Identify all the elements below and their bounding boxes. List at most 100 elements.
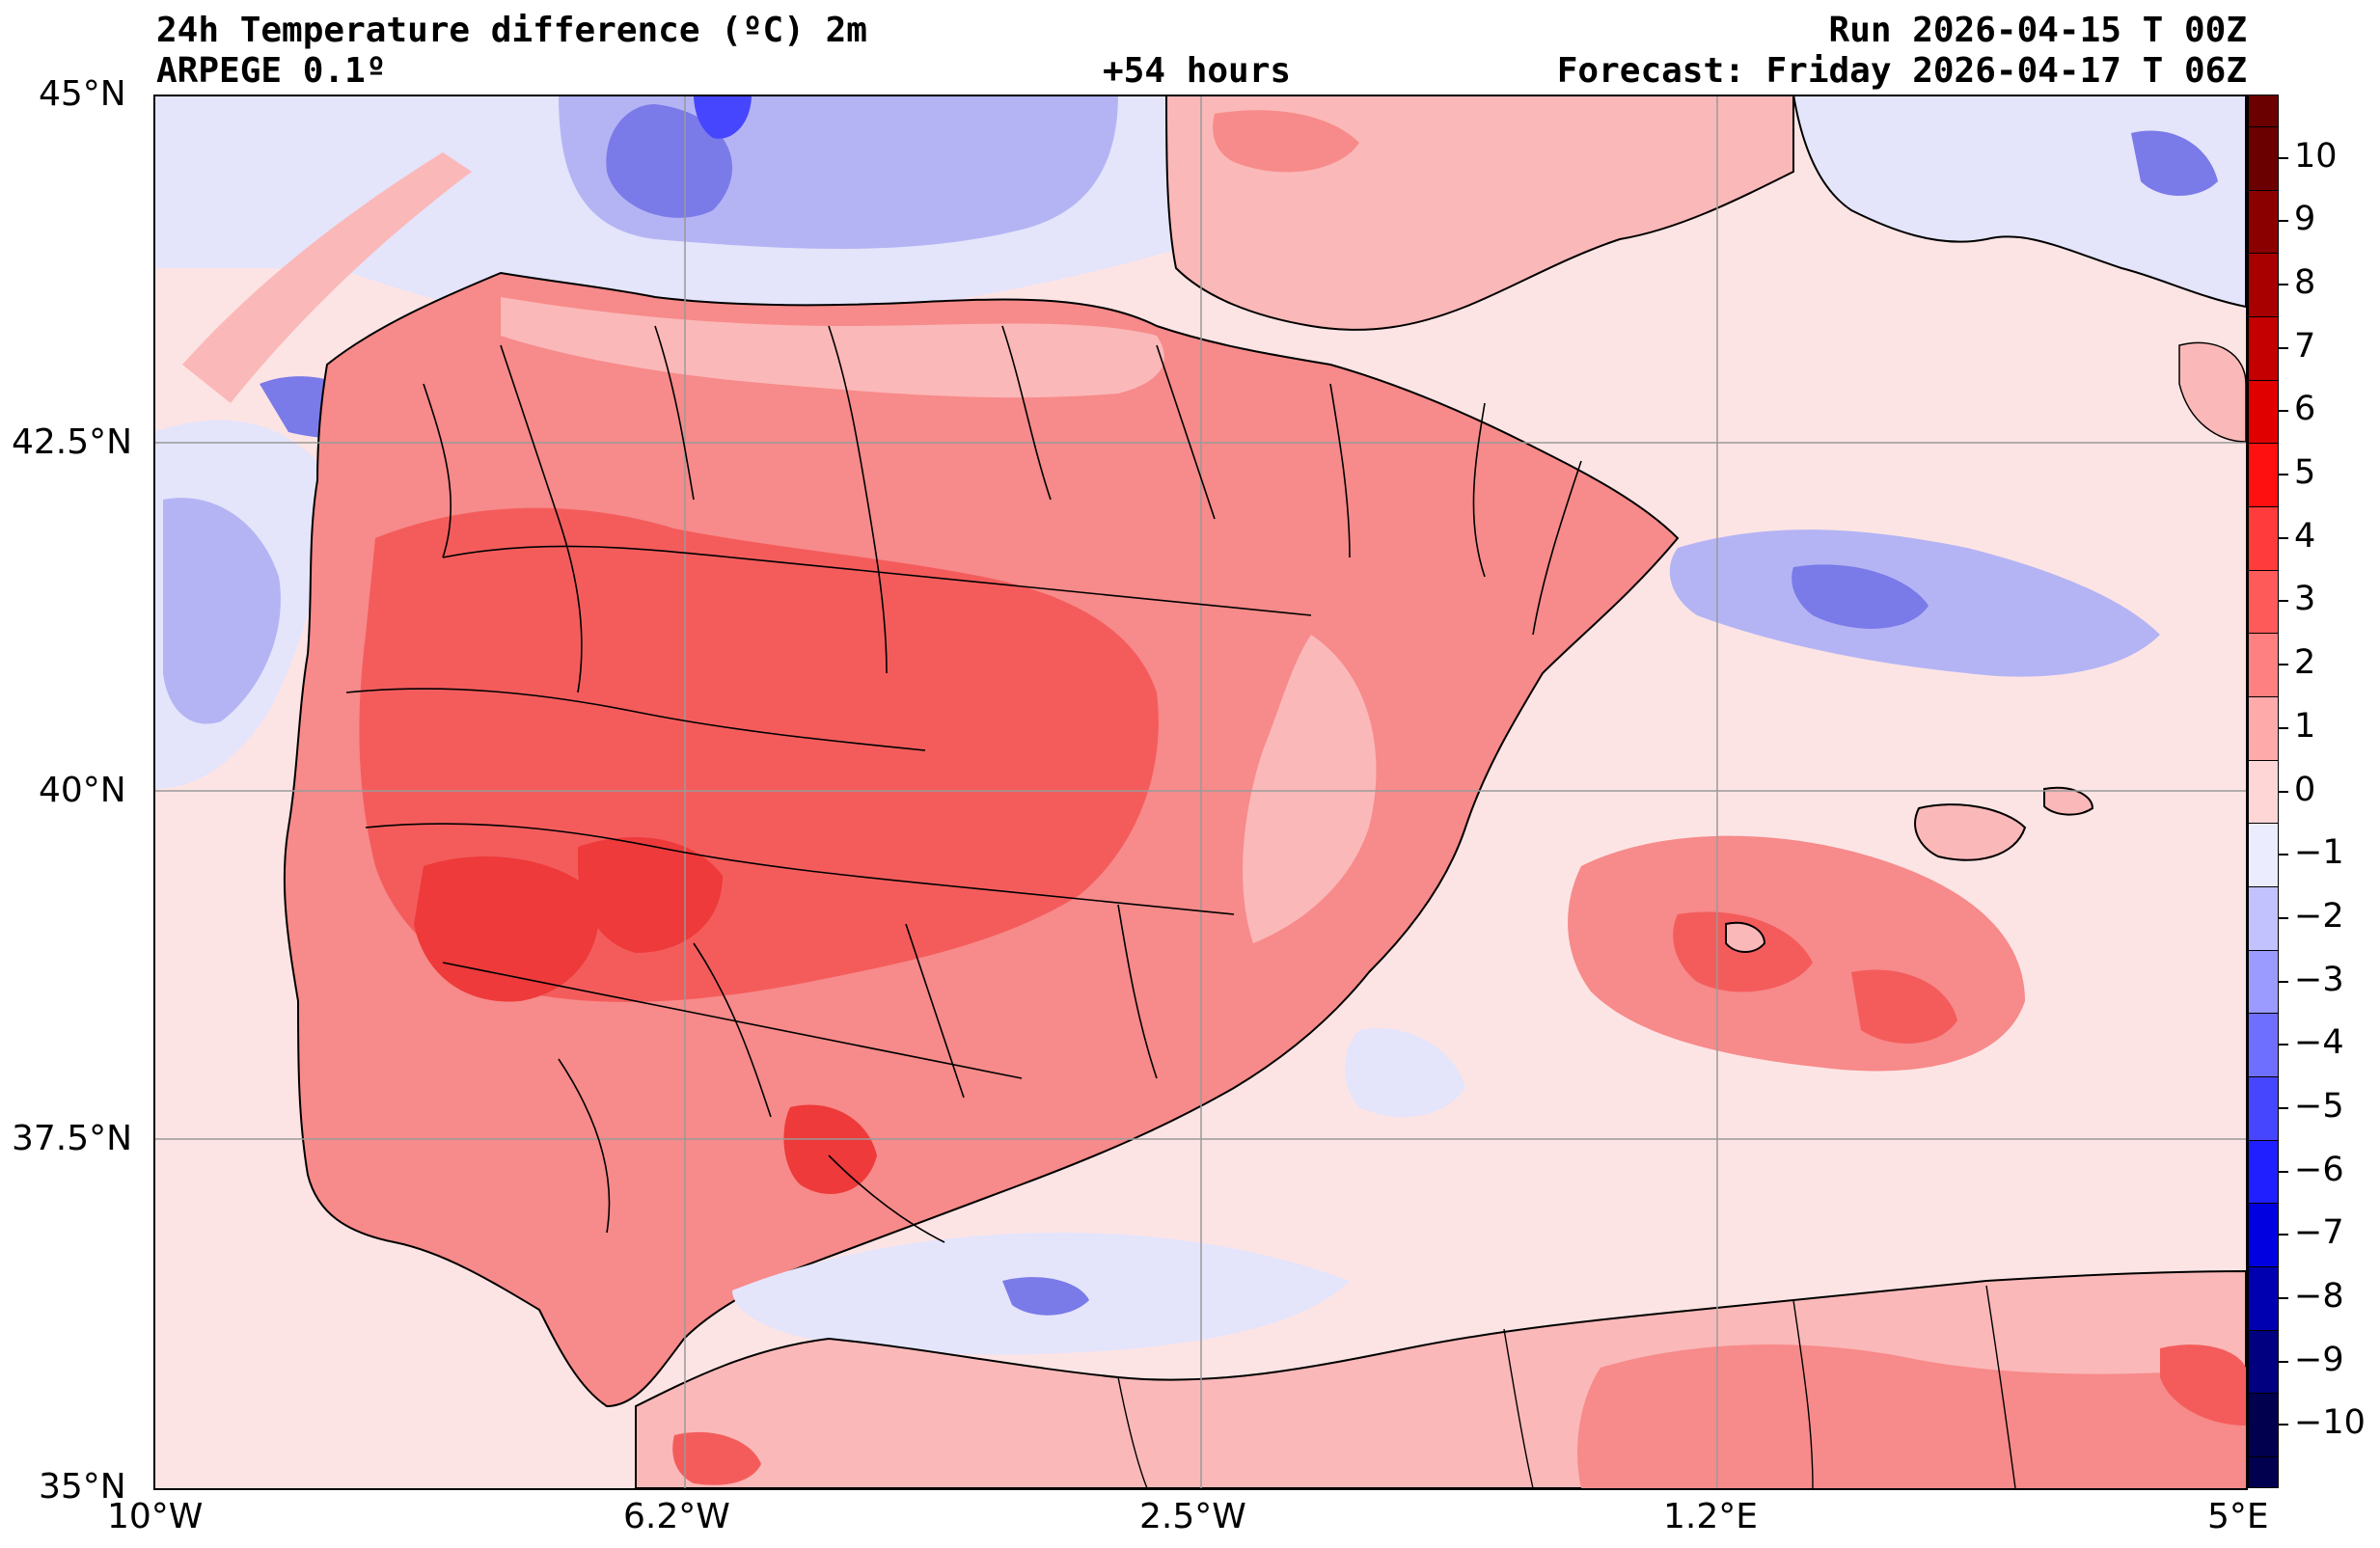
colorbar-tick [2279, 474, 2288, 476]
menorca [2043, 786, 2094, 816]
colorbar-label: 10 [2294, 136, 2338, 176]
colorbar-tick [2279, 854, 2288, 856]
africa-boundaries [1117, 1285, 2016, 1488]
colorbar-tick [2279, 1234, 2288, 1236]
colorbar-segment [2249, 190, 2278, 255]
colorbar-tick [2279, 1044, 2288, 1046]
lat-label-40: 40°N [39, 771, 126, 810]
colorbar-label: 9 [2294, 200, 2316, 239]
colorbar-tick [2279, 664, 2288, 666]
colorbar-tick [2279, 1170, 2288, 1173]
galicia-offshore-cool [163, 498, 281, 724]
colorbar-segment [2249, 126, 2278, 191]
colorbar-label: −1 [2294, 833, 2344, 873]
atlantic-warm-streak [182, 152, 472, 403]
colorbar-segment [2249, 950, 2278, 1015]
province-boundaries [345, 325, 1582, 1243]
southeast-cool-patch [1345, 1028, 1465, 1118]
france-warm-area [1213, 110, 1359, 173]
colorbar-label: 0 [2294, 770, 2316, 809]
northern-coast-mild [501, 297, 1164, 398]
map-canvas [153, 95, 2246, 1488]
colorbar-segment [2249, 1014, 2278, 1077]
colorbar-segment [2249, 254, 2278, 317]
mediterranean-warm-core-2 [1851, 969, 1957, 1044]
colorbar-label: 8 [2294, 263, 2316, 303]
alboran-cold-spot [1002, 1277, 1089, 1316]
lon-label-10w: 10°W [107, 1497, 204, 1536]
colorbar-label: −9 [2294, 1340, 2344, 1379]
lat-label-35: 35°N [39, 1467, 126, 1507]
mallorca [1914, 803, 2027, 861]
lon-label-6-2w: 6.2°W [623, 1497, 730, 1536]
ibiza [1725, 921, 1766, 953]
colorbar-tick [2279, 980, 2288, 983]
morocco-hot-spot [672, 1431, 761, 1485]
colorbar-tick [2279, 1424, 2288, 1426]
colorbar-tick [2279, 156, 2288, 159]
colorbar-tick [2279, 790, 2288, 793]
lon-label-2-5w: 2.5°W [1139, 1497, 1246, 1536]
colorbar-tick [2279, 726, 2288, 729]
colorbar-label: 7 [2294, 326, 2316, 366]
lon-label-5e: 5°E [2207, 1497, 2269, 1536]
colorbar-tick [2279, 1360, 2288, 1363]
colorbar-tick [2279, 1296, 2288, 1299]
colorbar-segment [2249, 1394, 2278, 1457]
colorbar-label: −3 [2294, 960, 2344, 999]
colorbar-segment-top [2249, 95, 2278, 127]
colorbar-label: 1 [2294, 706, 2316, 746]
map-title: 24h Temperature difference (ºC) 2m [156, 11, 867, 50]
colorbar-label: 6 [2294, 390, 2316, 429]
colorbar-label: 3 [2294, 580, 2316, 619]
colorbar-segment [2249, 380, 2278, 445]
graticule [153, 95, 2246, 1488]
colorbar-segment [2249, 506, 2278, 571]
forecast-label: Forecast: Friday 2026-04-17 T 06Z [1556, 51, 2247, 91]
colorbar-tick [2279, 536, 2288, 539]
north-africa-warm [1577, 1344, 2246, 1488]
colorbar-label: 4 [2294, 516, 2316, 556]
colorbar-tick [2279, 916, 2288, 919]
colorbar-segment [2249, 1076, 2278, 1141]
colorbar [2248, 95, 2279, 1488]
colorbar-segment [2249, 886, 2278, 951]
lead-time-label: +54 hours [1103, 51, 1292, 91]
colorbar-tick [2279, 220, 2288, 223]
colorbar-tick [2279, 346, 2288, 349]
colorbar-label: −5 [2294, 1086, 2344, 1126]
central-hot-spot [578, 837, 723, 953]
colorbar-tick [2279, 600, 2288, 603]
colorbar-segment [2249, 824, 2278, 887]
colorbar-segment [2249, 570, 2278, 635]
andalusia-hot-spot [783, 1104, 877, 1194]
temperature-difference-map [153, 95, 2246, 1488]
lat-label-42-5: 42.5°N [12, 422, 133, 462]
biscay-deep-cool [606, 104, 732, 218]
colorbar-segment [2249, 696, 2278, 761]
colorbar-label: −10 [2294, 1403, 2366, 1443]
east-coast-mild [1243, 635, 1377, 943]
corsica-hint [2178, 341, 2246, 443]
colorbar-label: −4 [2294, 1023, 2344, 1063]
colorbar-segment-bottom [2249, 1456, 2278, 1487]
north-africa-hot-spot [2160, 1344, 2246, 1426]
colorbar-label: 5 [2294, 453, 2316, 493]
colorbar-segment [2249, 1204, 2278, 1267]
alpine-cold-spot [2131, 130, 2218, 196]
colorbar-segment [2249, 1266, 2278, 1331]
colorbar-segment [2249, 444, 2278, 507]
biscay-coldest [694, 95, 752, 139]
colorbar-segment [2249, 1330, 2278, 1395]
colorbar-label: −7 [2294, 1213, 2344, 1253]
model-label: ARPEGE 0.1º [156, 51, 387, 91]
colorbar-segment [2249, 634, 2278, 697]
colorbar-segment [2249, 316, 2278, 381]
lat-label-37-5: 37.5°N [12, 1119, 133, 1158]
run-label: Run 2026-04-15 T 00Z [1828, 11, 2247, 50]
lat-label-45: 45°N [39, 74, 126, 114]
colorbar-label: 2 [2294, 643, 2316, 683]
colorbar-label: −2 [2294, 896, 2344, 936]
balearic-sea-cold-core [1792, 564, 1929, 629]
colorbar-tick [2279, 410, 2288, 413]
